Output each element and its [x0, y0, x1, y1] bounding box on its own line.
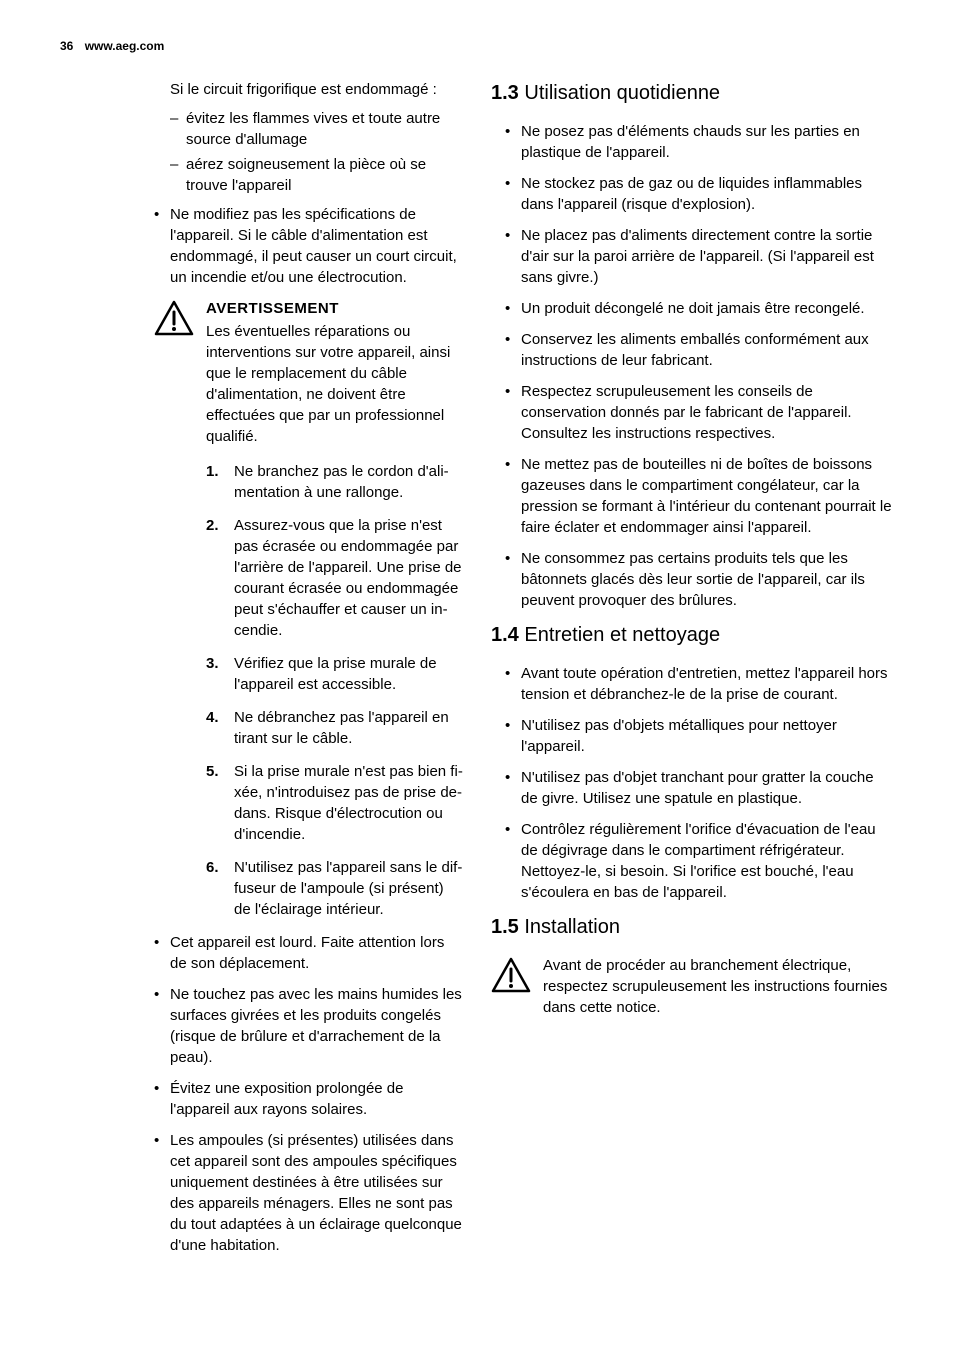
warning-title: AVERTISSEMENT — [206, 298, 463, 319]
warning-body: Les éventuelles réparations ou intervent… — [206, 321, 463, 447]
warning-icon — [491, 957, 543, 993]
bullet-list-1-4: Avant toute opération d'entretien, mette… — [505, 663, 894, 903]
bullet-item: Cet appareil est lourd. Faite attention … — [154, 932, 463, 974]
bullet-item: Ne stockez pas de gaz ou de liquides inf… — [505, 173, 894, 215]
numbered-item: N'utilisez pas l'appareil sans le dif­fu… — [206, 857, 463, 920]
warning-icon — [154, 300, 206, 336]
bullet-item: Un produit décongelé ne doit jamais être… — [505, 298, 894, 319]
bullet-item: Évitez une exposition prolongée de l'app… — [154, 1078, 463, 1120]
page-number: 36 — [60, 39, 73, 53]
two-column-layout: Si le circuit frigorifique est endomma­g… — [60, 79, 894, 1266]
right-column: 1.3 Utilisation quotidienne Ne posez pas… — [491, 79, 894, 1266]
page-header: 36 www.aeg.com — [60, 38, 894, 55]
section-title: Utilisation quotidienne — [524, 82, 720, 104]
dash-list: évitez les flammes vives et toute au­tre… — [170, 108, 463, 196]
bullet-item: Avant toute opération d'entretien, mette… — [505, 663, 894, 705]
section-title: Entretien et nettoyage — [524, 624, 720, 646]
bullet-list-1-3: Ne posez pas d'éléments chauds sur les p… — [505, 121, 894, 611]
bullet-item: Respectez scrupuleusement les con­seils … — [505, 381, 894, 444]
warning-block: AVERTISSEMENT Les éventuelles réparation… — [154, 298, 463, 447]
section-number: 1.3 — [491, 82, 519, 104]
bullet-item: Ne posez pas d'éléments chauds sur les p… — [505, 121, 894, 163]
bullet-item: Ne placez pas d'aliments directement con… — [505, 225, 894, 288]
bullet-item: Ne consommez pas certains produits tels … — [505, 548, 894, 611]
numbered-item: Si la prise murale n'est pas bien fi­xée… — [206, 761, 463, 845]
bullet-list-top: Ne modifiez pas les spécifications de l'… — [154, 204, 463, 288]
section-heading-1-5: 1.5 Installation — [491, 913, 894, 941]
section-number: 1.4 — [491, 624, 519, 646]
header-url: www.aeg.com — [85, 39, 165, 53]
numbered-item: Ne branchez pas le cordon d'ali­mentatio… — [206, 461, 463, 503]
installation-warning: Avant de procéder au branche­ment électr… — [491, 955, 894, 1018]
numbered-item: Vérifiez que la prise murale de l'appare… — [206, 653, 463, 695]
dash-item: évitez les flammes vives et toute au­tre… — [170, 108, 463, 150]
bullet-item: Conservez les aliments emballés con­form… — [505, 329, 894, 371]
intro-text: Si le circuit frigorifique est endomma­g… — [170, 79, 463, 100]
bullet-list-bottom: Cet appareil est lourd. Faite attention … — [154, 932, 463, 1256]
left-column: Si le circuit frigorifique est endomma­g… — [60, 79, 463, 1266]
section-number: 1.5 — [491, 916, 519, 938]
numbered-list: Ne branchez pas le cordon d'ali­mentatio… — [206, 461, 463, 920]
bullet-item: Ne modifiez pas les spécifications de l'… — [154, 204, 463, 288]
bullet-item: Les ampoules (si présentes) utilisées da… — [154, 1130, 463, 1256]
bullet-item: N'utilisez pas d'objet tranchant pour gr… — [505, 767, 894, 809]
section-heading-1-4: 1.4 Entretien et nettoyage — [491, 621, 894, 649]
installation-warning-text: Avant de procéder au branche­ment électr… — [543, 955, 894, 1018]
section-title: Installation — [524, 916, 620, 938]
warning-text: AVERTISSEMENT Les éventuelles réparation… — [206, 298, 463, 447]
numbered-item: Ne débranchez pas l'appareil en tirant s… — [206, 707, 463, 749]
bullet-item: N'utilisez pas d'objets métalliques pour… — [505, 715, 894, 757]
bullet-item: Ne mettez pas de bouteilles ni de boî­te… — [505, 454, 894, 538]
dash-item: aérez soigneusement la pièce où se trouv… — [170, 154, 463, 196]
numbered-item: Assurez-vous que la prise n'est pas écra… — [206, 515, 463, 641]
bullet-item: Contrôlez régulièrement l'orifice d'évac… — [505, 819, 894, 903]
bullet-item: Ne touchez pas avec les mains humi­des l… — [154, 984, 463, 1068]
section-heading-1-3: 1.3 Utilisation quotidienne — [491, 79, 894, 107]
